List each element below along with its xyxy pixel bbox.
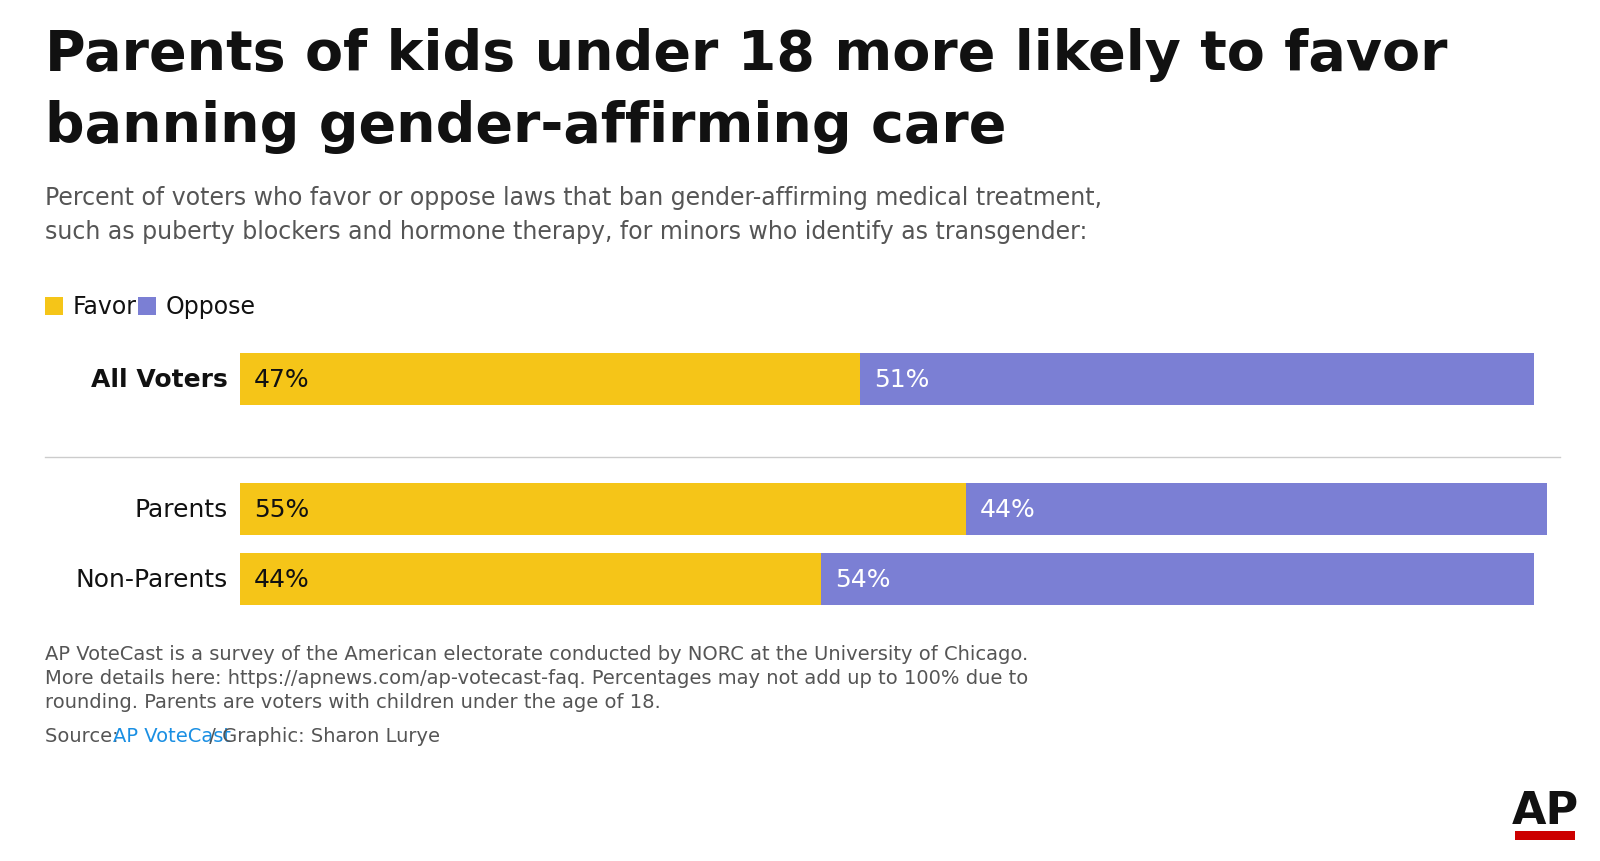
- Text: Favor: Favor: [74, 294, 138, 319]
- Bar: [861, 354, 1533, 406]
- Text: All Voters: All Voters: [91, 368, 229, 392]
- Text: Oppose: Oppose: [166, 294, 256, 319]
- Bar: [1515, 831, 1574, 840]
- Text: Percent of voters who favor or oppose laws that ban gender-affirming medical tre: Percent of voters who favor or oppose la…: [45, 186, 1102, 245]
- Text: 44%: 44%: [979, 498, 1035, 522]
- Text: AP VoteCast: AP VoteCast: [114, 726, 230, 745]
- Text: More details here: https://apnews.com/ap-votecast-faq. Percentages may not add u: More details here: https://apnews.com/ap…: [45, 668, 1029, 687]
- Bar: [240, 554, 821, 605]
- Bar: [966, 483, 1547, 536]
- Text: Non-Parents: Non-Parents: [75, 567, 229, 592]
- Bar: [240, 354, 861, 406]
- Bar: [138, 298, 157, 316]
- Bar: [45, 298, 62, 316]
- Text: / Graphic: Sharon Lurye: / Graphic: Sharon Lurye: [203, 726, 440, 745]
- Text: 44%: 44%: [254, 567, 310, 592]
- Text: 55%: 55%: [254, 498, 309, 522]
- Text: banning gender-affirming care: banning gender-affirming care: [45, 100, 1006, 154]
- Text: rounding. Parents are voters with children under the age of 18.: rounding. Parents are voters with childr…: [45, 692, 661, 711]
- Text: Parents of kids under 18 more likely to favor: Parents of kids under 18 more likely to …: [45, 28, 1448, 82]
- Text: 47%: 47%: [254, 368, 310, 392]
- Text: AP VoteCast is a survey of the American electorate conducted by NORC at the Univ: AP VoteCast is a survey of the American …: [45, 644, 1029, 663]
- Text: Parents: Parents: [134, 498, 229, 522]
- Text: Source:: Source:: [45, 726, 125, 745]
- Text: AP: AP: [1512, 789, 1579, 832]
- Text: 51%: 51%: [874, 368, 930, 392]
- Text: 54%: 54%: [835, 567, 890, 592]
- Bar: [821, 554, 1533, 605]
- Bar: [240, 483, 966, 536]
